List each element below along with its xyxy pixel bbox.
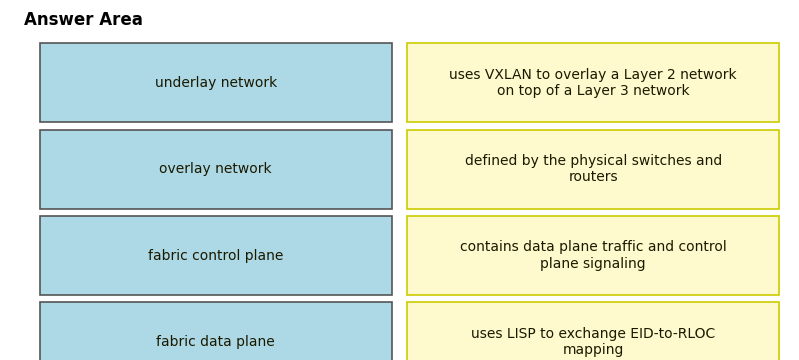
FancyBboxPatch shape (40, 302, 392, 360)
Text: contains data plane traffic and control
plane signaling: contains data plane traffic and control … (460, 240, 726, 271)
FancyBboxPatch shape (40, 43, 392, 122)
Text: fabric data plane: fabric data plane (157, 335, 275, 349)
Text: overlay network: overlay network (160, 162, 272, 176)
Text: defined by the physical switches and
routers: defined by the physical switches and rou… (465, 154, 721, 184)
FancyBboxPatch shape (407, 216, 779, 295)
Text: uses LISP to exchange EID-to-RLOC
mapping: uses LISP to exchange EID-to-RLOC mappin… (471, 327, 715, 357)
Text: uses VXLAN to overlay a Layer 2 network
on top of a Layer 3 network: uses VXLAN to overlay a Layer 2 network … (450, 68, 737, 98)
Text: fabric control plane: fabric control plane (148, 249, 284, 262)
Text: underlay network: underlay network (154, 76, 277, 90)
FancyBboxPatch shape (40, 130, 392, 209)
FancyBboxPatch shape (407, 43, 779, 122)
Text: Answer Area: Answer Area (24, 11, 143, 29)
FancyBboxPatch shape (407, 302, 779, 360)
FancyBboxPatch shape (40, 216, 392, 295)
FancyBboxPatch shape (407, 130, 779, 209)
